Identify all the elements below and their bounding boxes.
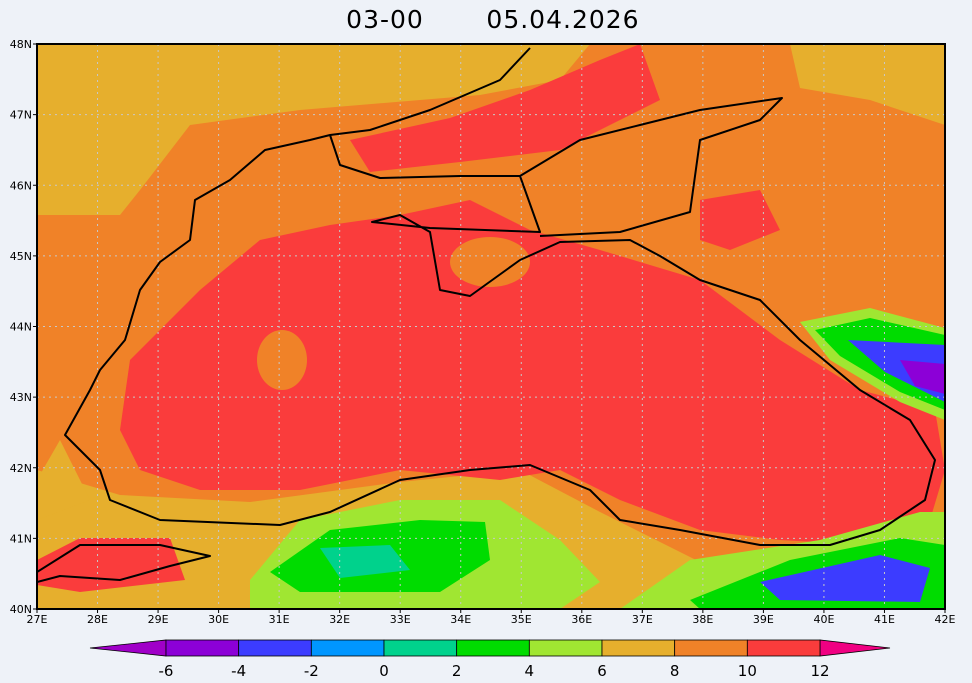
colorbar-segment [383, 639, 458, 657]
lat-tick-label: 44N [10, 321, 32, 334]
field-region [700, 190, 780, 250]
colorbar-segment [456, 639, 530, 657]
lon-tick-label: 31E [269, 613, 290, 626]
colorbar-segment [238, 639, 312, 657]
colorbar: -6 -4 -2 0 2 4 6 8 10 12 [89, 639, 891, 680]
colorbar-tick-label: -2 [304, 662, 319, 680]
colorbar-tick-label: -6 [159, 662, 174, 680]
coastline-path [64, 134, 936, 546]
colorbar-under [89, 639, 167, 657]
colorbar-tick-label: 6 [597, 662, 607, 680]
lon-tick-label: 30E [208, 613, 229, 626]
colorbar-tick-label: 10 [738, 662, 757, 680]
colorbar-tick-label: 0 [379, 662, 389, 680]
field-region [790, 44, 945, 125]
lon-tick-label: 27E [27, 613, 48, 626]
colorbar-segment [746, 639, 821, 657]
lon-tick-label: 35E [511, 613, 532, 626]
field-region [37, 440, 90, 520]
lat-tick-label: 47N [10, 109, 32, 122]
colorbar-tick-label: 4 [525, 662, 535, 680]
colorbar-tick-label: 2 [452, 662, 462, 680]
lat-tick-label: 43N [10, 391, 32, 404]
colorbar-tick-label: 12 [810, 662, 829, 680]
field-region [350, 44, 660, 172]
lon-tick-label: 39E [753, 613, 774, 626]
title-time: 03-00 [346, 5, 424, 34]
lon-tick-label: 40E [813, 613, 834, 626]
title-date: 05.04.2026 [486, 5, 639, 34]
lon-tick-label: 32E [329, 613, 350, 626]
field-region [120, 200, 945, 545]
colorbar-segment [165, 639, 240, 657]
lon-tick-label: 28E [87, 613, 108, 626]
field-region [37, 538, 185, 592]
colorbar-segment [310, 639, 385, 657]
field-region [760, 555, 930, 602]
coastline-path [329, 47, 531, 136]
colorbar-segment [528, 639, 603, 657]
field-region [257, 330, 307, 390]
axis-ticks: 27E 28E 29E 30E 31E 32E 33E 34E 35E 36E 37E 38E 39E 4… [10, 38, 956, 626]
coastline [37, 47, 936, 583]
field [37, 44, 945, 609]
lon-tick-label: 41E [874, 613, 895, 626]
colorbar-tick-label: 8 [670, 662, 680, 680]
lon-tick-label: 38E [692, 613, 713, 626]
lat-tick-label: 40N [10, 603, 32, 616]
lat-tick-label: 41N [10, 532, 32, 545]
coastline-path [519, 97, 783, 237]
lat-tick-label: 45N [10, 250, 32, 263]
lat-tick-label: 48N [10, 38, 32, 51]
field-region [450, 237, 530, 287]
lon-tick-label: 34E [450, 613, 471, 626]
lat-tick-label: 42N [10, 462, 32, 475]
colorbar-over [819, 639, 891, 657]
field-region [37, 44, 590, 215]
lon-tick-label: 36E [571, 613, 592, 626]
lon-tick-label: 37E [632, 613, 653, 626]
colorbar-segment [601, 639, 676, 657]
colorbar-segment [674, 639, 748, 657]
lon-tick-label: 42E [935, 613, 956, 626]
colorbar-tick-label: -4 [231, 662, 246, 680]
field-region [900, 360, 945, 394]
field-region [320, 545, 410, 578]
coastline-path [37, 544, 211, 583]
lat-tick-label: 46N [10, 179, 32, 192]
lon-tick-label: 33E [390, 613, 411, 626]
lon-tick-label: 29E [148, 613, 169, 626]
